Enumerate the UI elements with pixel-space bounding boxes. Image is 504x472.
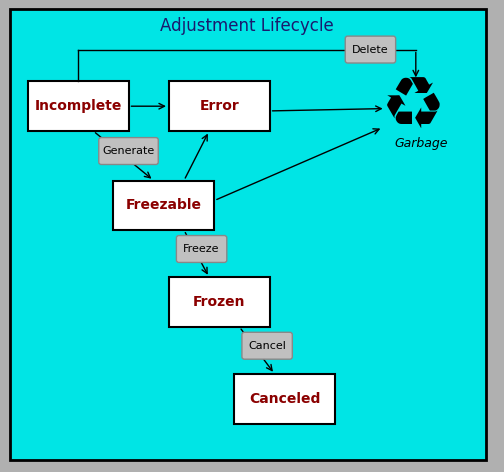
Text: Frozen: Frozen (193, 295, 245, 309)
FancyBboxPatch shape (10, 9, 486, 460)
FancyBboxPatch shape (113, 181, 214, 230)
Text: Freezable: Freezable (126, 198, 202, 212)
Text: Delete: Delete (352, 44, 389, 55)
Text: Adjustment Lifecycle: Adjustment Lifecycle (160, 17, 334, 35)
Text: Incomplete: Incomplete (34, 99, 122, 113)
Text: Generate: Generate (102, 146, 155, 156)
FancyBboxPatch shape (234, 374, 335, 424)
Text: Cancel: Cancel (248, 341, 286, 351)
Text: Canceled: Canceled (249, 392, 321, 406)
FancyBboxPatch shape (345, 36, 396, 63)
FancyBboxPatch shape (99, 138, 158, 164)
Text: Garbage: Garbage (394, 137, 448, 151)
FancyBboxPatch shape (169, 81, 270, 131)
FancyBboxPatch shape (169, 278, 270, 327)
FancyBboxPatch shape (28, 81, 129, 131)
FancyBboxPatch shape (242, 332, 292, 359)
Text: Freeze: Freeze (183, 244, 220, 254)
FancyBboxPatch shape (176, 236, 227, 262)
Text: Error: Error (200, 99, 239, 113)
Text: ♻: ♻ (381, 74, 446, 143)
